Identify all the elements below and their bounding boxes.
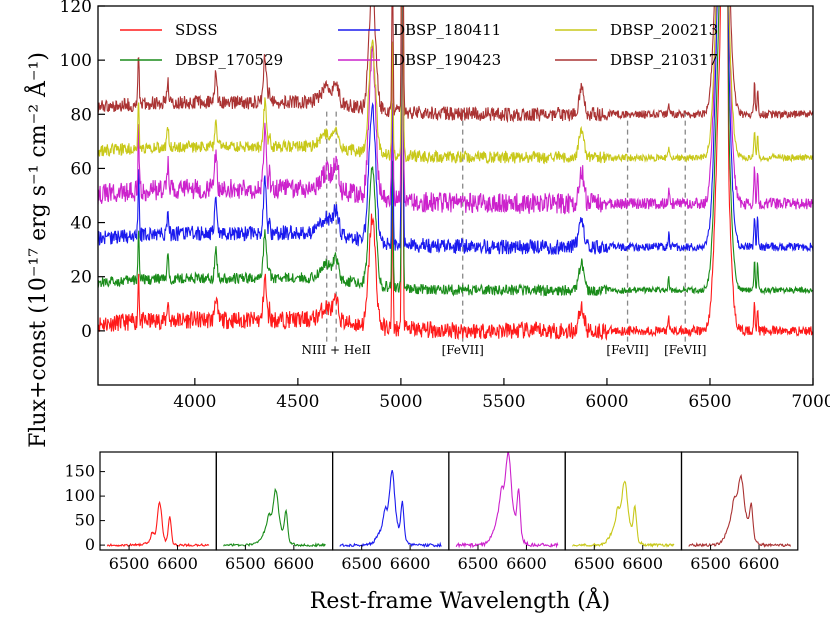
inset-x-tick-label-1-6500: 6500 [225, 554, 266, 573]
inset-frame-2 [332, 451, 450, 551]
y-tick-label-120: 120 [60, 0, 92, 17]
main-spectra-panel: 4000 4500 5000 5500 6000 6500 7000 0 20 40 60 80 100… [60, 0, 830, 412]
inset-x-tick-label-0-6600: 6600 [157, 554, 198, 573]
inset-y-tick-label-100: 100 [64, 486, 95, 505]
inset-panel-4: 6500 6600 [564, 451, 683, 573]
inset-frame-1 [215, 451, 334, 551]
inset-x-tick-label-3-6600: 6600 [506, 554, 547, 573]
inset-y-tick-label-150: 150 [64, 462, 95, 481]
inset-frame-0 [99, 451, 217, 551]
annotation-label-0: NIII + HeII [301, 343, 371, 357]
legend-label-3: DBSP_190423 [393, 51, 501, 69]
inset-x-tick-label-4-6600: 6600 [622, 554, 663, 573]
inset-frame-4 [564, 451, 683, 551]
annotation-label-3: [FeVII] [664, 343, 706, 357]
legend-label-2: DBSP_180411 [393, 21, 501, 39]
y-tick-label-100: 100 [60, 51, 92, 71]
series-line-dbsp_170529 [98, 6, 813, 297]
y-tick-label-0: 0 [81, 322, 92, 342]
y-axis-title: Flux+const (10⁻¹⁷ erg s⁻¹ cm⁻² Å⁻¹) [23, 52, 51, 448]
x-tick-label-6500: 6500 [688, 392, 731, 412]
series-line-dbsp_180411 [98, 6, 813, 256]
inset-frame-3 [448, 451, 566, 551]
inset-x-tick-label-1-6600: 6600 [273, 554, 314, 573]
inset-line-5 [688, 473, 792, 548]
inset-x-tick-label-3-6500: 6500 [458, 554, 499, 573]
annotation-label-2: [FeVII] [606, 343, 648, 357]
x-tick-label-4500: 4500 [276, 392, 319, 412]
inset-y-tick-label-50: 50 [75, 511, 95, 530]
legend-label-1: DBSP_170529 [175, 51, 283, 69]
inset-x-tick-label-2-6500: 6500 [341, 554, 382, 573]
series-line-dbsp_210317 [98, 6, 813, 124]
x-tick-label-7000: 7000 [791, 392, 830, 412]
x-tick-label-6000: 6000 [585, 392, 628, 412]
inset-x-tick-label-2-6600: 6600 [390, 554, 431, 573]
x-tick-label-5500: 5500 [482, 392, 525, 412]
inset-panel-2: 6500 6600 [332, 451, 450, 573]
inset-line-0 [106, 500, 210, 548]
series-line-sdss [98, 6, 813, 341]
inset-panel-5: 6500 6600 [680, 451, 799, 573]
inset-line-3 [455, 452, 559, 549]
x-axis-title: Rest-frame Wavelength (Å) [310, 586, 610, 614]
inset-x-tick-label-5-6600: 6600 [739, 554, 780, 573]
inset-frame-5 [680, 451, 799, 551]
inset-y-tick-label-0: 0 [85, 535, 95, 554]
legend-label-5: DBSP_210317 [610, 51, 718, 69]
legend-label-0: SDSS [175, 21, 218, 39]
legend-label-4: DBSP_200213 [610, 21, 718, 39]
inset-line-4 [572, 480, 675, 549]
inset-panel-0: 6500 6600 0 50 100 150 [64, 451, 217, 573]
inset-panel-3: 6500 6600 [448, 451, 566, 573]
series-line-dbsp_190423 [98, 6, 813, 215]
y-tick-label-80: 80 [70, 105, 92, 125]
inset-line-2 [339, 469, 442, 549]
series-line-dbsp_200213 [98, 6, 813, 165]
inset-x-tick-label-4-6500: 6500 [574, 554, 615, 573]
y-tick-label-40: 40 [70, 214, 92, 234]
inset-line-1 [223, 487, 326, 548]
annotation-label-1: [FeVII] [442, 343, 484, 357]
inset-x-tick-label-0-6500: 6500 [109, 554, 150, 573]
x-tick-label-4000: 4000 [173, 392, 216, 412]
spectra-series-group [98, 6, 813, 341]
y-tick-label-60: 60 [70, 159, 92, 179]
inset-panel-1: 6500 6600 [215, 451, 334, 573]
halpha-inset-panels: 6500 6600 0 50 100 150 6500 6600 6500 6600 6500 660… [64, 451, 799, 573]
y-tick-label-20: 20 [70, 268, 92, 288]
main-frame [97, 5, 814, 386]
x-tick-label-5000: 5000 [379, 392, 422, 412]
inset-x-tick-label-5-6500: 6500 [690, 554, 731, 573]
